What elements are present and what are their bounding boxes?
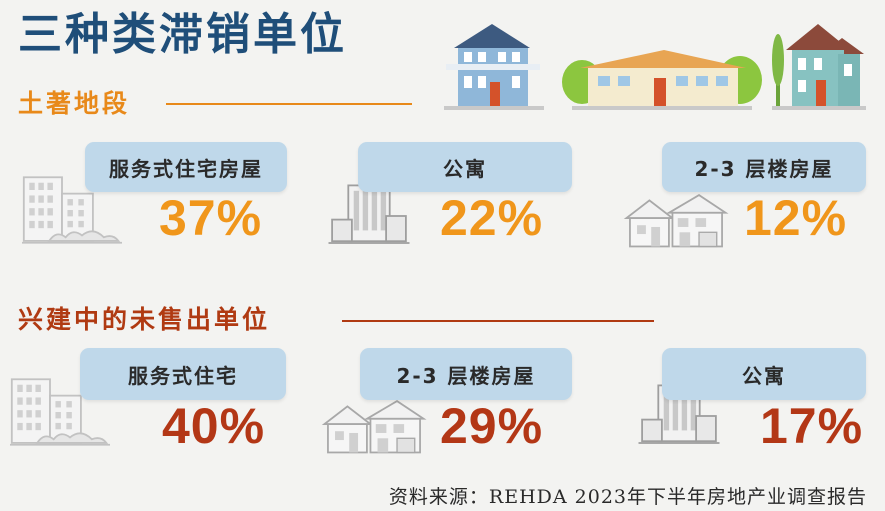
value-label-condominium: 22%: [440, 190, 544, 246]
category-label-condominium: 公寓: [662, 348, 866, 400]
terrace-houses-icon: [312, 394, 436, 456]
source-note: 资料来源：REHDA 2023年下半年房地产业调查报告: [388, 486, 867, 508]
houses-illustration-icon: [444, 24, 866, 110]
category-label-condominium: 公寓: [358, 142, 572, 192]
section-divider: [342, 320, 654, 322]
value-label-serviced-residence: 40%: [162, 398, 266, 454]
category-label-landed-house: 2-3 层楼房屋: [360, 348, 572, 400]
category-label-serviced-residence: 服务式住宅: [80, 348, 286, 400]
value-label-condominium: 17%: [760, 398, 864, 454]
section-divider: [166, 103, 412, 105]
value-label-serviced-residence: 37%: [159, 190, 263, 246]
page-title: 三种类滞销单位: [18, 9, 347, 60]
category-label-landed-house: 2-3 层楼房屋: [662, 142, 866, 192]
category-label-serviced-residence: 服务式住宅房屋: [85, 142, 287, 192]
terrace-houses-icon: [614, 188, 738, 250]
value-label-landed-house: 29%: [440, 398, 544, 454]
section-heading-unsold-under-construction: 兴建中的未售出单位: [18, 305, 271, 334]
value-label-landed-house: 12%: [744, 190, 848, 246]
section-heading-native-land: 土著地段: [18, 89, 131, 118]
